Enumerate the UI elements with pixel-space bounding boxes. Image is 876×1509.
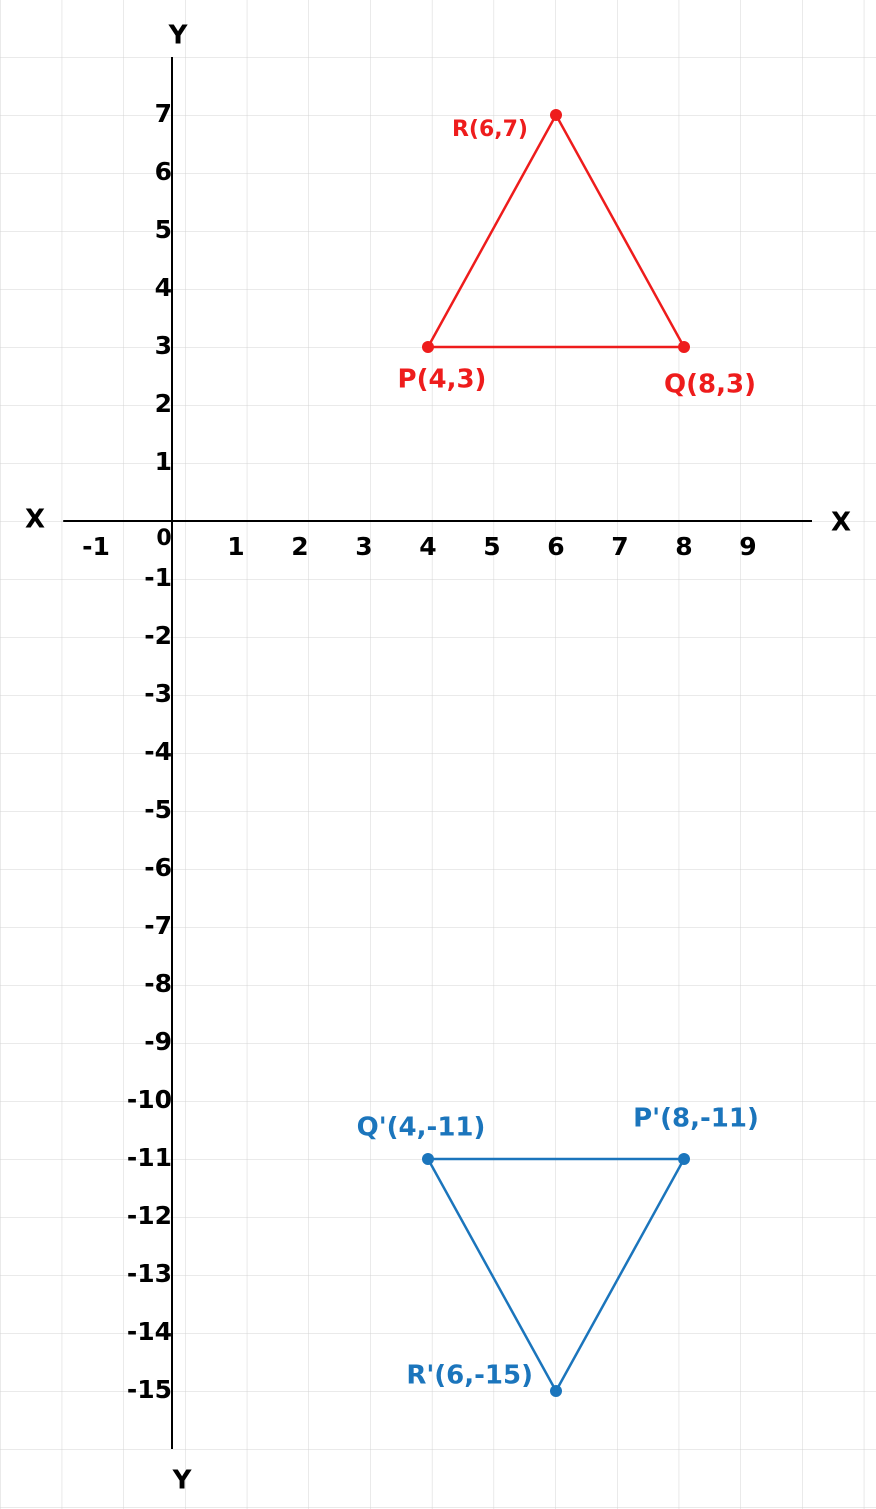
- x-tick-label: 7: [611, 532, 628, 561]
- y-tick-label: -1: [144, 563, 172, 592]
- y-tick-label: -10: [127, 1085, 172, 1114]
- x-axis-label: X: [25, 505, 45, 535]
- y-tick-label: -9: [144, 1027, 172, 1056]
- vertex-label: Q(8,3): [664, 370, 756, 400]
- triangle: [425, 112, 687, 349]
- vertex-label: R(6,7): [452, 117, 528, 142]
- vertex-label: Q'(4,-11): [357, 1113, 486, 1143]
- y-tick-label: 2: [155, 389, 172, 418]
- x-tick-label: 9: [739, 532, 756, 561]
- y-tick-label: 7: [155, 99, 172, 128]
- y-tick-label: -14: [127, 1317, 172, 1346]
- y-axis-label: Y: [168, 21, 189, 51]
- y-axis-label: Y: [172, 1466, 193, 1496]
- y-tick-label: 5: [155, 215, 172, 244]
- x-tick-label: 6: [547, 532, 564, 561]
- x-tick-label: 2: [291, 532, 308, 561]
- x-tick-label: 5: [483, 532, 500, 561]
- vertex-label: R'(6,-15): [406, 1361, 533, 1391]
- triangle: [425, 1157, 687, 1394]
- y-tick-label: -5: [144, 795, 172, 824]
- y-tick-label: -13: [127, 1259, 172, 1288]
- vertex: [550, 109, 562, 121]
- y-tick-label: 6: [155, 157, 172, 186]
- y-tick-label: -8: [144, 969, 172, 998]
- y-tick-label: 3: [155, 331, 172, 360]
- vertex-label: P(4,3): [398, 365, 487, 395]
- vertex: [422, 1153, 434, 1165]
- y-tick-label: -3: [144, 679, 172, 708]
- y-tick-label: 1: [155, 447, 172, 476]
- x-tick-label: 8: [675, 532, 692, 561]
- y-tick-label: -7: [144, 911, 172, 940]
- vertex: [422, 341, 434, 353]
- x-tick-label: 3: [355, 532, 372, 561]
- x-axis-label: X: [831, 508, 851, 538]
- vertex: [678, 1153, 690, 1165]
- x-tick-label: 1: [227, 532, 244, 561]
- vertex-label: P'(8,-11): [633, 1104, 759, 1134]
- y-tick-label: 4: [155, 273, 172, 302]
- y-tick-label: -12: [127, 1201, 172, 1230]
- x-tick-label: 0: [156, 526, 171, 551]
- y-tick-label: -11: [127, 1143, 172, 1172]
- y-tick-label: -15: [127, 1375, 172, 1404]
- x-tick-label: 4: [419, 532, 436, 561]
- y-tick-label: -6: [144, 853, 172, 882]
- y-tick-label: -2: [144, 621, 172, 650]
- vertex: [678, 341, 690, 353]
- x-tick-label: -1: [82, 532, 110, 561]
- y-tick-label: -4: [144, 737, 172, 766]
- vertex: [550, 1385, 562, 1397]
